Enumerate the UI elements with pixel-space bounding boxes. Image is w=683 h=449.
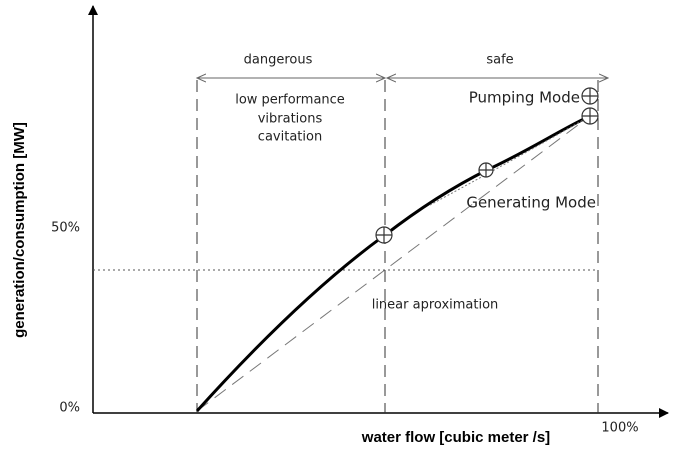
note: cavitation — [258, 130, 322, 145]
curve-label: Pumping Mode — [469, 89, 580, 107]
curve-label: linear aproximation — [372, 298, 499, 313]
region-dividers — [196, 80, 599, 413]
y-axis-label: generation/consumption [MW] — [11, 122, 28, 338]
pumping-dotted — [429, 115, 591, 206]
region-label: safe — [486, 53, 513, 68]
linear-line — [196, 115, 591, 412]
tick-label: 100% — [601, 421, 638, 436]
tick-label: 0% — [59, 401, 80, 416]
tick-label: 50% — [51, 221, 80, 236]
curve-label: Generating Mode — [466, 194, 596, 212]
generating-curve — [195, 114, 591, 413]
operating-points — [375, 87, 599, 244]
x-axis-label: water flow [cubic meter /s] — [361, 429, 550, 446]
note: low performance — [235, 93, 345, 108]
note: vibrations — [258, 112, 323, 127]
region-label: dangerous — [244, 53, 313, 68]
